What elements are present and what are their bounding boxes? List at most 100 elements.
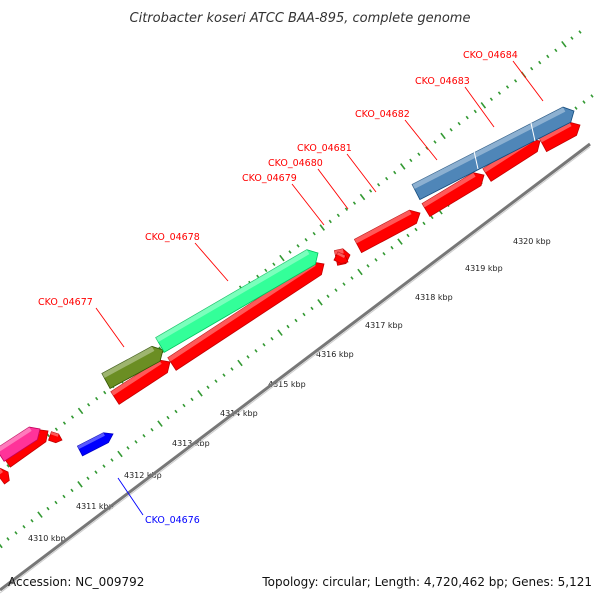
- scale-tick: [246, 355, 250, 359]
- scale-tick: [70, 488, 74, 493]
- gene-label: CKO_04682: [355, 109, 410, 120]
- outer-tick: [393, 170, 397, 175]
- outer-tick: [473, 109, 477, 114]
- outer-tick: [449, 128, 453, 132]
- scale-tick: [150, 427, 154, 432]
- gene-block-magenta: [0, 426, 41, 462]
- scale-tick: [350, 276, 354, 280]
- leader-line: [291, 183, 325, 226]
- genome-backbone-shadow: [0, 146, 591, 594]
- leader-line: [317, 168, 349, 210]
- gene-separator: [530, 122, 536, 142]
- scale-tick: [237, 359, 243, 367]
- scale-label: 4313 kbp: [172, 439, 210, 448]
- scale-tick: [197, 390, 203, 397]
- outer-tick: [530, 66, 534, 71]
- outer-tick: [465, 115, 469, 120]
- scale-label: 4310 kbp: [28, 534, 66, 543]
- scale-label: 4312 kbp: [124, 471, 162, 480]
- scale-tick: [222, 373, 226, 377]
- gene-label: CKO_04681: [297, 143, 352, 154]
- scale-tick: [334, 288, 338, 292]
- scale-tick: [182, 403, 186, 408]
- cds-arrow: [0, 467, 10, 485]
- outer-tick: [336, 213, 340, 218]
- gene-label: CKO_04677: [38, 297, 93, 308]
- outer-tick: [457, 121, 461, 126]
- scale-tick: [374, 258, 378, 262]
- gene-block-olive: [101, 345, 164, 390]
- scale-tick: [46, 506, 50, 511]
- cds-arrow-small: [333, 251, 349, 265]
- outer-tick: [578, 30, 582, 34]
- scale-tick: [294, 318, 298, 323]
- gene-label: CKO_04683: [415, 76, 470, 87]
- gene-label: CKO_04679: [242, 173, 297, 184]
- outer-tick: [70, 415, 75, 419]
- scale-label: 4317 kbp: [365, 321, 403, 330]
- outer-tick: [554, 48, 558, 53]
- scale-tick: [30, 518, 34, 523]
- outer-tick-track: [0, 30, 582, 476]
- scale-tick: [342, 282, 346, 286]
- outer-tick: [385, 176, 389, 181]
- outer-tick: [256, 274, 260, 279]
- scale-tick: [37, 511, 43, 518]
- scale-tick: [22, 525, 26, 529]
- cds-arrow-small: [48, 431, 63, 444]
- scale-tick: [166, 415, 170, 420]
- scale-tick: [134, 440, 138, 444]
- outer-tick: [352, 201, 357, 205]
- outer-tick: [296, 244, 300, 248]
- outer-tick: [62, 421, 67, 425]
- scale-tick: [86, 476, 90, 481]
- scale-tick: [270, 336, 274, 341]
- scale-label: 4318 kbp: [415, 293, 453, 302]
- outer-tick: [570, 36, 574, 40]
- outer-tick: [433, 140, 437, 144]
- scale-tick: [174, 409, 178, 414]
- outer-tick: [497, 91, 502, 95]
- gene-label: CKO_04680: [268, 158, 323, 169]
- scale-tick: [254, 349, 258, 353]
- outer-tick: [54, 427, 58, 431]
- scale-tick: [286, 324, 290, 329]
- outer-tick: [400, 163, 406, 170]
- scale-tick: [110, 458, 114, 462]
- topology-text: Topology: circular; Length: 4,720,462 bp…: [261, 575, 592, 589]
- outer-tick: [561, 40, 567, 48]
- outer-tick: [377, 183, 381, 187]
- scale-tick: [310, 306, 314, 311]
- outer-tick: [359, 193, 366, 201]
- outer-tick: [505, 85, 510, 89]
- outer-tick: [279, 254, 285, 262]
- scale-tick: [422, 221, 426, 226]
- scale-tick: [277, 329, 283, 336]
- outer-tick: [319, 224, 325, 231]
- scale-tick: [206, 385, 210, 390]
- outer-tick: [312, 231, 316, 236]
- scale-tick: [326, 294, 330, 298]
- outer-tick: [538, 60, 542, 65]
- outer-tick: [6, 464, 10, 468]
- scale-tick: [390, 245, 394, 250]
- label-leader-lines: [95, 60, 544, 516]
- outer-tick: [480, 102, 487, 109]
- scale-tick: [77, 481, 83, 488]
- scale-tick: [430, 215, 434, 220]
- outer-tick: [417, 152, 421, 156]
- scale-labels: 4310 kbp 4311 kbp 4312 kbp 4313 kbp 4314 kbp…: [28, 237, 551, 543]
- outer-tick: [409, 158, 413, 163]
- leader-line: [404, 119, 438, 161]
- outer-tick: [103, 390, 107, 395]
- cds-arrow: [353, 209, 421, 254]
- scale-label: 4319 kbp: [465, 264, 503, 273]
- scale-label: 4315 kbp: [268, 380, 306, 389]
- scale-tick: [0, 543, 3, 549]
- scale-label: 4320 kbp: [513, 237, 551, 246]
- gene-block-blue: [76, 432, 114, 457]
- scale-tick: [366, 264, 370, 268]
- outer-tick: [87, 403, 91, 407]
- outer-tick: [368, 189, 373, 193]
- gene-label-layer: CKO_04676 CKO_04677 CKO_04678 CKO_04679 CKO_…: [38, 50, 518, 526]
